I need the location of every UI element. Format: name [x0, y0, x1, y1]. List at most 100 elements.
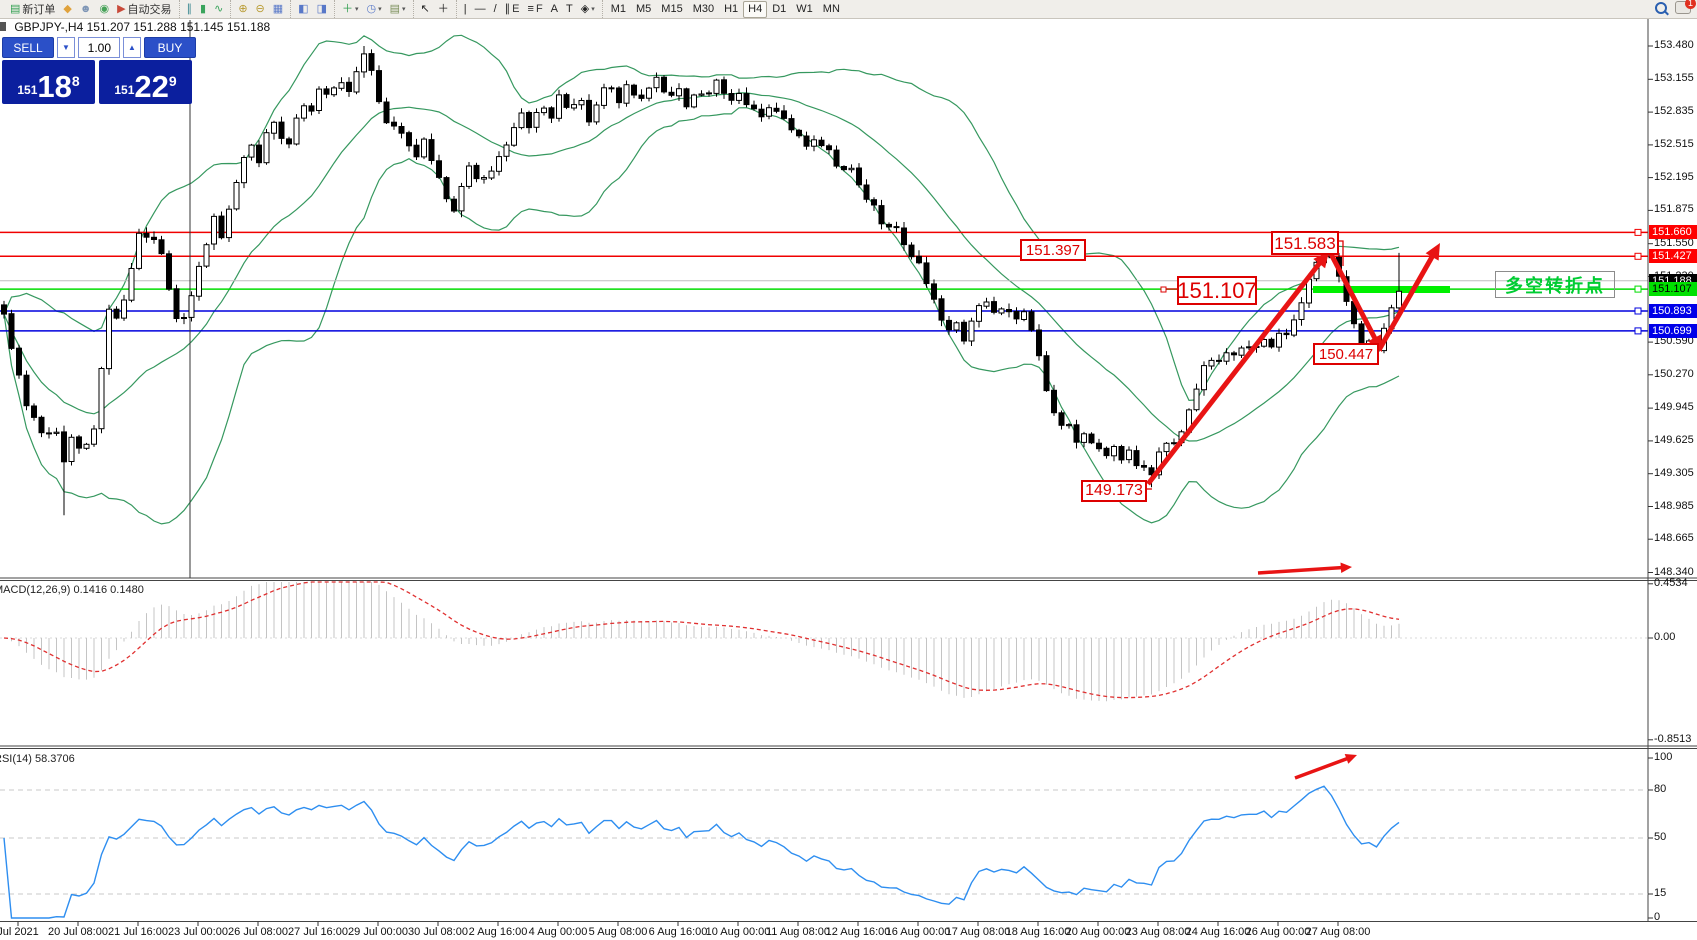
- auto-arrange-button-icon: ◧: [298, 2, 309, 15]
- one-click-trading-panel: SELL ▼ 1.00 ▲ BUY 151 18 8 151 22 9: [2, 37, 196, 104]
- tile-windows-button[interactable]: ▦: [269, 1, 287, 18]
- styles-bucket-button-icon: ◆: [63, 2, 72, 15]
- tf-m15[interactable]: M15: [656, 1, 687, 18]
- volume-increase-button[interactable]: ▲: [123, 37, 141, 58]
- text-label-button[interactable]: T: [562, 1, 577, 18]
- autotrading-button[interactable]: ▶ 自动交易: [113, 1, 175, 18]
- indicators-add-button[interactable]: ＋ ▾: [338, 1, 363, 18]
- autotrading-button-icon: ▶: [117, 2, 126, 15]
- tf-d1[interactable]: D1: [767, 1, 791, 18]
- tf-w1-label: W1: [796, 3, 813, 15]
- chevron-down-icon: ▾: [591, 6, 595, 13]
- tf-m1-label: M1: [610, 3, 627, 15]
- styles-bucket-button[interactable]: ◆: [59, 1, 75, 18]
- tf-m5-label: M5: [636, 3, 652, 15]
- signals-button[interactable]: ◉: [95, 1, 113, 18]
- crosshair-button[interactable]: ＋: [434, 1, 453, 18]
- new-order-button-icon: ▤: [10, 2, 21, 15]
- new-order-button[interactable]: ▤ 新订单: [6, 1, 59, 18]
- toolbar-group-pointer: ↖ ＋: [412, 0, 456, 18]
- periods-button-icon: ◷: [366, 2, 377, 15]
- profiles-button[interactable]: ☻: [76, 1, 96, 18]
- toolbar-group-chart-type: ∥ ▮ ∿: [178, 0, 231, 18]
- vertical-line-button-icon: |: [463, 2, 467, 15]
- trendline-button-icon: /: [493, 2, 497, 15]
- vertical-line-button[interactable]: |: [460, 1, 471, 18]
- templates-button[interactable]: ▤ ▾: [386, 1, 410, 18]
- arrows-tool-button-icon: ◈: [580, 2, 590, 15]
- volume-input[interactable]: 1.00: [78, 37, 120, 58]
- zoom-out-button[interactable]: ⊖: [252, 1, 269, 18]
- tf-mn-label: MN: [822, 3, 840, 15]
- bar-chart-button[interactable]: ∥: [183, 1, 197, 18]
- periods-button[interactable]: ◷ ▾: [362, 1, 385, 18]
- bar-chart-button-icon: ∥: [186, 2, 193, 15]
- open-value: 151.207: [86, 20, 130, 34]
- sell-button[interactable]: SELL: [2, 37, 54, 58]
- tf-h1[interactable]: H1: [719, 1, 743, 18]
- tf-m30-label: M30: [692, 3, 715, 15]
- cursor-button-icon: ↖: [420, 2, 430, 15]
- tf-w1[interactable]: W1: [791, 1, 818, 18]
- line-chart-button-icon: ∿: [214, 2, 224, 15]
- cascade-button-icon: ◨: [316, 2, 327, 15]
- line-chart-button[interactable]: ∿: [210, 1, 227, 18]
- auto-arrange-button[interactable]: ◧: [294, 1, 312, 18]
- templates-button-icon: ▤: [389, 2, 401, 15]
- chat-icon[interactable]: 1: [1675, 0, 1696, 14]
- sell-price-pips: 18: [37, 69, 72, 105]
- tf-h1-label: H1: [724, 3, 739, 15]
- text-label-button-icon: T: [566, 2, 573, 15]
- arrows-tool-button[interactable]: ◈ ▾: [577, 1, 599, 18]
- cascade-button[interactable]: ◨: [313, 1, 331, 18]
- trendline-button[interactable]: /: [490, 1, 501, 18]
- tf-mn[interactable]: MN: [818, 1, 845, 18]
- fibonacci-button-icon: ≡: [527, 2, 534, 15]
- equidistant-channel-button[interactable]: ∥ E: [501, 1, 524, 18]
- new-order-button-label: 新订单: [22, 4, 56, 16]
- tf-m15-label: M15: [661, 3, 683, 15]
- buy-button[interactable]: BUY: [144, 37, 196, 58]
- candlestick-chart-button-icon: ▮: [200, 2, 207, 15]
- toolbar: ▤ 新订单 ◆ ☻ ◉ ▶ 自动交易 ∥ ▮ ∿ ⊕ ⊖ ▦ ◧ ◨ ＋ ▾ ◷ ▾ ▤ ▾ ↖ ＋ | — / ∥ E ≡ F A T ◈ ▾ M…: [0, 0, 1697, 19]
- equidistant-channel-button-label: E: [512, 3, 520, 15]
- horizontal-line-button-icon: —: [474, 2, 486, 15]
- zoom-in-button[interactable]: ⊕: [234, 1, 251, 18]
- tf-m1[interactable]: M1: [606, 1, 631, 18]
- buy-price-pips: 22: [134, 69, 169, 105]
- buy-price[interactable]: 151 22 9: [99, 60, 192, 104]
- indicators-add-button-icon: ＋: [341, 2, 353, 15]
- sell-price[interactable]: 151 18 8: [2, 60, 95, 104]
- chart-icon: [0, 22, 6, 31]
- text-button[interactable]: A: [547, 1, 562, 18]
- toolbar-group-arrange: ◧ ◨: [290, 0, 334, 18]
- close-value: 151.188: [226, 20, 271, 34]
- buy-price-handle: 151: [114, 83, 135, 97]
- sell-price-handle: 151: [17, 83, 38, 97]
- cursor-button[interactable]: ↖: [417, 1, 434, 18]
- rsi-label: RSI(14) 58.3706: [0, 753, 75, 765]
- macd-label: MACD(12,26,9) 0.1416 0.1480: [0, 584, 144, 596]
- fibonacci-button[interactable]: ≡ F: [524, 1, 547, 18]
- fibonacci-button-label: F: [535, 3, 543, 15]
- high-value: 151.288: [133, 20, 177, 34]
- tf-h4[interactable]: H4: [743, 0, 768, 18]
- signals-button-icon: ◉: [99, 2, 110, 15]
- toolbar-group-zoom: ⊕ ⊖ ▦: [230, 0, 290, 18]
- chevron-down-icon: ▾: [402, 6, 406, 13]
- zoom-out-button-icon: ⊖: [255, 2, 265, 15]
- tf-m30[interactable]: M30: [688, 1, 719, 18]
- horizontal-line-button[interactable]: —: [471, 1, 490, 18]
- crosshair-button-icon: ＋: [437, 2, 449, 15]
- candlestick-chart-button[interactable]: ▮: [196, 1, 210, 18]
- profiles-button-icon: ☻: [79, 2, 92, 15]
- chevron-down-icon: ▾: [354, 6, 359, 13]
- low-value: 151.145: [180, 20, 224, 34]
- volume-decrease-button[interactable]: ▼: [57, 37, 75, 58]
- chevron-down-icon: ▾: [378, 6, 382, 13]
- tf-m5[interactable]: M5: [631, 1, 656, 18]
- search-icon[interactable]: [1655, 1, 1667, 14]
- buy-price-point: 9: [168, 73, 177, 89]
